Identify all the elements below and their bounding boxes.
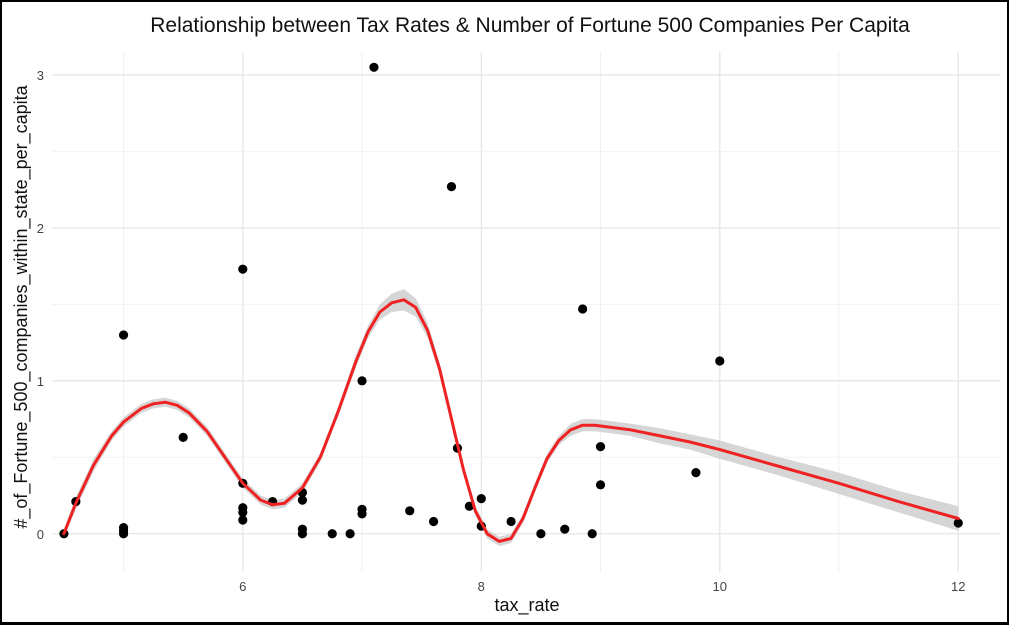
data-point xyxy=(178,432,188,443)
data-point xyxy=(715,356,725,366)
data-point xyxy=(691,467,701,478)
data-point xyxy=(428,516,439,527)
x-tick-label: 12 xyxy=(951,579,965,594)
y-tick-label: 3 xyxy=(37,68,44,83)
data-point xyxy=(238,264,248,274)
data-point xyxy=(587,529,597,539)
data-point xyxy=(506,516,516,527)
x-axis-title: tax_rate xyxy=(494,595,559,616)
smooth-line xyxy=(62,298,960,543)
x-tick-label: 6 xyxy=(239,579,246,594)
y-axis-title: #_of_Fortune_500_companies_within_state_… xyxy=(11,84,32,528)
data-point xyxy=(595,480,606,490)
data-point xyxy=(297,495,308,505)
x-tick-label: 8 xyxy=(478,579,485,594)
data-point xyxy=(369,62,379,72)
data-points xyxy=(59,62,963,539)
data-point xyxy=(560,524,570,534)
smooth-line-layer xyxy=(62,298,960,543)
data-point xyxy=(464,501,474,511)
data-point xyxy=(446,181,457,192)
data-point xyxy=(357,509,367,519)
data-point xyxy=(238,507,248,517)
y-tick-label: 2 xyxy=(37,221,44,236)
data-point xyxy=(476,493,486,504)
confidence-band xyxy=(63,289,959,546)
data-point xyxy=(357,376,367,386)
data-point xyxy=(578,304,588,314)
confidence-band-layer xyxy=(63,289,959,546)
grid-lines xyxy=(52,52,1000,572)
chart-title: Relationship between Tax Rates & Number … xyxy=(150,14,910,37)
data-point xyxy=(345,529,355,539)
data-point xyxy=(595,441,606,452)
y-tick-label: 1 xyxy=(37,374,44,389)
data-point xyxy=(297,529,308,539)
data-point xyxy=(536,529,546,539)
data-point xyxy=(953,518,963,528)
data-point xyxy=(327,529,337,539)
data-point xyxy=(238,515,248,525)
y-tick-label: 0 xyxy=(37,527,44,542)
data-point xyxy=(405,506,415,516)
x-tick-label: 10 xyxy=(713,579,727,594)
data-point xyxy=(118,529,129,539)
data-point xyxy=(118,330,129,340)
